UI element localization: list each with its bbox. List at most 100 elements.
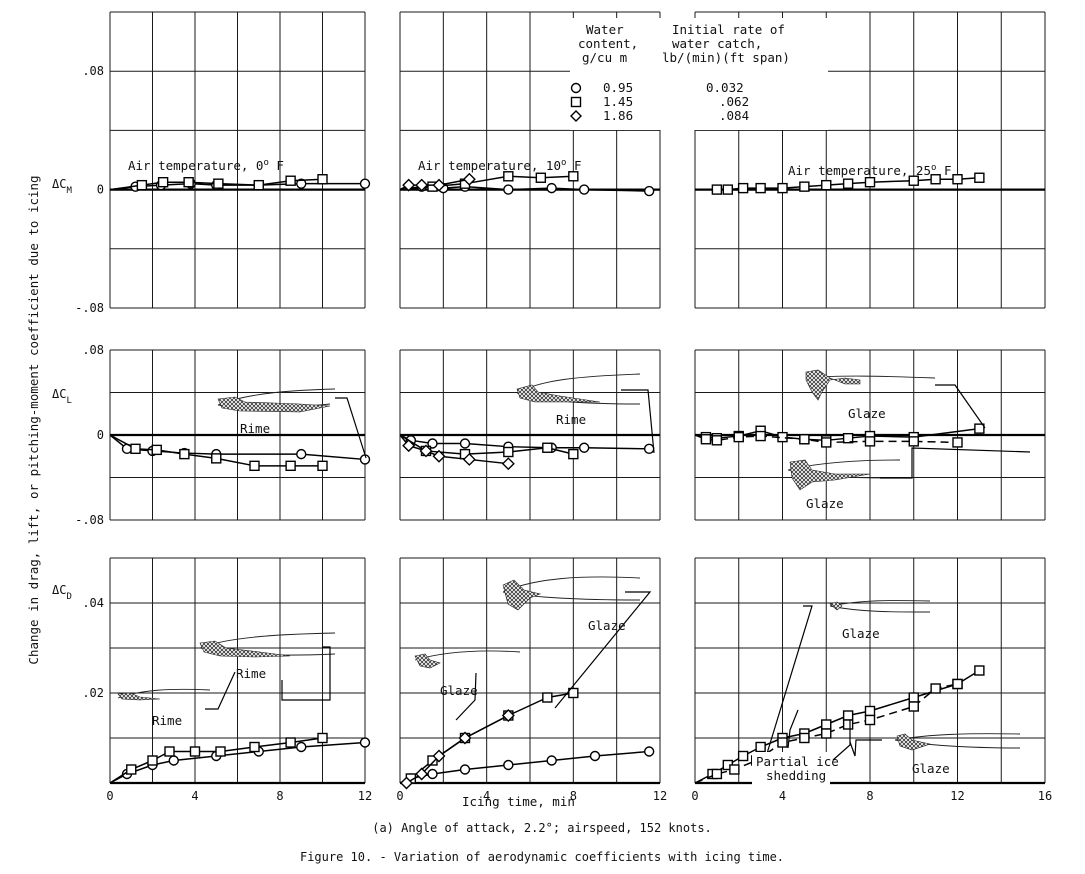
temperature-label-25F: Air temperature, 25o F bbox=[788, 163, 951, 178]
data-point-square bbox=[711, 768, 723, 780]
panel-cm-0F: .08 0 -.08 bbox=[75, 11, 371, 315]
panel-cl-0F: .08 0 -.08 bbox=[75, 343, 371, 527]
data-point-circle bbox=[296, 178, 307, 189]
data-point-square bbox=[189, 746, 201, 757]
legend-diamond-marker bbox=[570, 110, 582, 122]
x-tick-label: 16 bbox=[1038, 789, 1052, 803]
ice-profile-cd-0F-upper bbox=[199, 632, 336, 701]
data-point-square bbox=[711, 435, 723, 446]
delta-cl-label: ΔCL bbox=[52, 387, 72, 406]
data-point-circle bbox=[546, 755, 557, 766]
data-point-square bbox=[842, 719, 854, 730]
data-point-square bbox=[427, 755, 438, 766]
y-tick-label: .08 bbox=[82, 64, 104, 78]
legend-row2-content: 1.45 bbox=[603, 94, 633, 109]
data-point-square bbox=[842, 432, 854, 444]
legend-col1-line2: content, bbox=[578, 36, 638, 51]
data-point-diamond bbox=[402, 439, 416, 453]
legend-row1-content: 0.95 bbox=[603, 80, 633, 95]
data-point-circle bbox=[459, 438, 471, 449]
data-point-diamond bbox=[501, 709, 515, 722]
ice-profile-cd-25F-lower bbox=[849, 733, 1021, 757]
series-line bbox=[399, 434, 509, 465]
annotation-cl-25F-upper: Glaze bbox=[848, 406, 886, 421]
data-point-square bbox=[755, 741, 766, 753]
data-point-circle bbox=[643, 185, 655, 197]
data-point-circle bbox=[503, 184, 514, 195]
data-point-square bbox=[799, 181, 810, 192]
x-tick-label: 8 bbox=[570, 789, 577, 803]
temperature-label-0F: Air temperature, 0o F bbox=[128, 158, 284, 173]
data-point-square bbox=[737, 750, 749, 762]
temperature-label-10F: Air temperature, 10o F bbox=[418, 158, 581, 173]
x-tick-label: 0 bbox=[396, 789, 403, 803]
series-line bbox=[399, 175, 574, 191]
data-point-square bbox=[164, 746, 175, 757]
panel-cd-0F: .04 .02 0 4 8 12 bbox=[82, 557, 372, 803]
annotation-cl-0F: Rime bbox=[240, 421, 270, 436]
data-point-diamond bbox=[458, 731, 472, 745]
data-point-square bbox=[930, 174, 941, 185]
y-axis-label: Change in drag, lift, or pitching-moment… bbox=[26, 175, 41, 664]
annotation-cl-25F-lower: Glaze bbox=[806, 496, 844, 511]
data-point-square bbox=[952, 678, 963, 690]
data-point-square bbox=[952, 174, 963, 185]
legend-col2-line3: lb/(min)(ft span) bbox=[662, 50, 790, 65]
data-point-square bbox=[542, 442, 553, 453]
data-point-square bbox=[864, 714, 876, 726]
data-point-circle bbox=[503, 759, 514, 771]
data-point-square bbox=[733, 431, 744, 443]
y-tick-label: 0 bbox=[97, 183, 104, 197]
data-point-square bbox=[755, 182, 766, 194]
data-point-square bbox=[799, 434, 810, 445]
y-tick-label: -.08 bbox=[75, 513, 104, 527]
data-point-diamond bbox=[501, 457, 515, 471]
data-point-square bbox=[908, 692, 919, 703]
data-point-square bbox=[821, 728, 832, 739]
legend: Water content, g/cu m Initial rate of wa… bbox=[570, 18, 828, 130]
data-point-square bbox=[930, 683, 941, 694]
shedding-line-2: shedding bbox=[766, 768, 826, 783]
data-point-circle bbox=[589, 750, 601, 762]
y-tick-label: .04 bbox=[82, 596, 104, 610]
data-point-diamond bbox=[462, 452, 476, 466]
data-point-square bbox=[842, 710, 854, 721]
x-tick-label: 8 bbox=[276, 789, 283, 803]
data-point-square bbox=[821, 437, 832, 448]
y-tick-label: -.08 bbox=[75, 301, 104, 315]
data-point-circle bbox=[643, 746, 655, 757]
x-tick-label: 0 bbox=[106, 789, 113, 803]
data-point-square bbox=[179, 448, 190, 460]
annotation-cd-0F-lower: Rime bbox=[152, 713, 182, 728]
data-point-diamond bbox=[419, 444, 433, 458]
data-point-square bbox=[700, 434, 712, 445]
data-point-square bbox=[213, 178, 224, 189]
annotation-cd-25F-upper: Glaze bbox=[842, 626, 880, 641]
data-point-square bbox=[799, 732, 810, 744]
annotation-cd-10F-lower: Glaze bbox=[440, 683, 478, 698]
legend-square-marker bbox=[570, 96, 582, 108]
data-point-square bbox=[568, 171, 579, 182]
panel-cl-25F bbox=[694, 349, 1046, 521]
ice-profile-cl-10F bbox=[516, 373, 655, 454]
data-point-square bbox=[711, 184, 723, 195]
data-point-square bbox=[130, 443, 141, 455]
data-point-square bbox=[157, 176, 169, 188]
data-point-diamond bbox=[415, 767, 429, 781]
delta-cd-label: ΔCD bbox=[52, 583, 72, 602]
data-point-square bbox=[249, 741, 260, 753]
data-point-square bbox=[126, 764, 137, 775]
annotation-cl-10F: Rime bbox=[556, 412, 586, 427]
data-point-square bbox=[285, 737, 296, 748]
x-tick-label: 4 bbox=[779, 789, 786, 803]
legend-col2-line2: water catch, bbox=[672, 36, 762, 51]
data-point-diamond bbox=[432, 749, 446, 763]
data-point-diamond bbox=[462, 172, 476, 186]
data-point-square bbox=[864, 436, 876, 447]
ice-profile-cl-25F-lower bbox=[787, 447, 1031, 491]
data-point-square bbox=[864, 705, 876, 717]
legend-row2-rate: .062 bbox=[719, 94, 749, 109]
data-point-square bbox=[842, 178, 854, 189]
data-point-square bbox=[136, 179, 148, 191]
